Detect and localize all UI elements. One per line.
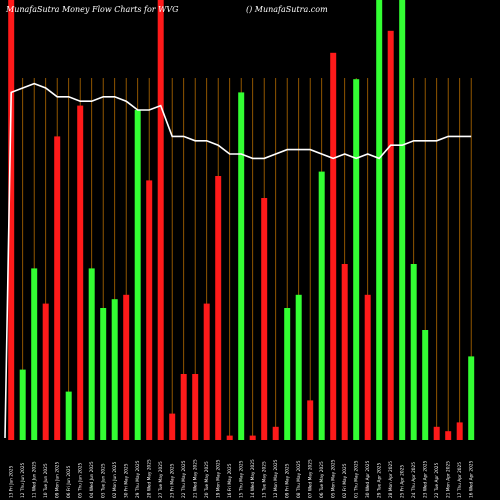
money-flow-bars bbox=[8, 0, 475, 441]
bar-2 bbox=[19, 369, 26, 440]
x-tick-label: 23 Wed Apr 2025 bbox=[423, 460, 429, 498]
x-tick-label: 28 Wed May 2025 bbox=[147, 459, 153, 498]
bar-29 bbox=[330, 52, 337, 441]
bar-28 bbox=[318, 171, 325, 440]
bar-21 bbox=[238, 92, 245, 441]
x-tick-label: 13 Fri Jun 2025 bbox=[9, 465, 15, 498]
x-tick-label: 12 Mon May 2025 bbox=[273, 459, 279, 498]
x-tick-label: 25 Fri Apr 2025 bbox=[400, 465, 406, 498]
bar-26 bbox=[295, 294, 302, 440]
x-tick-label: 23 Fri May 2025 bbox=[170, 463, 176, 498]
bar-37 bbox=[422, 330, 429, 440]
x-tick-label: 02 Mon Jun 2025 bbox=[112, 461, 118, 498]
x-tick-label: 08 Thu May 2025 bbox=[296, 460, 302, 498]
bar-18 bbox=[203, 303, 210, 440]
bar-34 bbox=[387, 30, 394, 441]
x-tick-label: 15 Thu May 2025 bbox=[239, 460, 245, 498]
x-tick-label: 10 Tue Jun 2025 bbox=[43, 463, 49, 498]
bar-41 bbox=[468, 356, 475, 440]
bar-10 bbox=[111, 299, 118, 440]
bar-19 bbox=[215, 176, 222, 440]
x-tick-label: 22 Tue Apr 2025 bbox=[434, 462, 440, 498]
x-tick-label: 21 Mon Apr 2025 bbox=[446, 461, 452, 498]
x-tick-label: 28 Mon Apr 2025 bbox=[388, 461, 394, 498]
x-tick-label: 06 Fri Jun 2025 bbox=[66, 465, 72, 498]
bar-39 bbox=[445, 431, 452, 440]
x-tick-label: 27 Tue May 2025 bbox=[158, 461, 164, 498]
x-tick-label: 09 Mon Jun 2025 bbox=[55, 461, 61, 498]
bar-32 bbox=[364, 294, 371, 440]
bar-40 bbox=[456, 422, 463, 440]
bar-17 bbox=[192, 374, 199, 440]
x-tick-label: 03 Tue Jun 2025 bbox=[101, 463, 107, 498]
x-tick-label: 24 Thu Apr 2025 bbox=[411, 462, 417, 498]
bar-31 bbox=[353, 79, 360, 440]
bar-24 bbox=[272, 426, 279, 440]
bar-16 bbox=[180, 374, 187, 440]
bar-4 bbox=[42, 303, 49, 440]
bar-7 bbox=[77, 105, 84, 440]
x-tick-label: 29 Thu May 2025 bbox=[135, 460, 141, 498]
bar-35 bbox=[399, 0, 406, 440]
bar-5 bbox=[54, 136, 61, 440]
bar-38 bbox=[433, 426, 440, 440]
bar-33 bbox=[376, 0, 383, 440]
x-tick-label: 14 Wed May 2025 bbox=[250, 459, 256, 498]
bar-25 bbox=[284, 308, 291, 440]
bar-9 bbox=[100, 308, 107, 440]
x-tick-label: 30 Wed Apr 2025 bbox=[365, 460, 371, 498]
x-tick-labels: 13 Fri Jun 2025 12 Thu Jun 2025 11 Wed Jun… bbox=[9, 459, 475, 498]
x-tick-label: 30 Fri May 2025 bbox=[124, 463, 130, 498]
bar-30 bbox=[341, 264, 348, 440]
bar-11 bbox=[123, 294, 130, 440]
x-tick-label: 21 Wed May 2025 bbox=[193, 459, 199, 498]
x-tick-label: 02 Fri May 2025 bbox=[342, 463, 348, 498]
x-tick-label: 17 Thu Apr 2025 bbox=[457, 462, 463, 498]
chart-header-right: () MunafaSutra.com bbox=[246, 5, 328, 14]
bar-20 bbox=[226, 435, 233, 440]
x-tick-label: 19 Mon May 2025 bbox=[216, 459, 222, 498]
x-tick-label: 22 Thu May 2025 bbox=[181, 460, 187, 498]
x-tick-label: 04 Wed Jun 2025 bbox=[89, 461, 95, 498]
x-tick-label: 09 Fri May 2025 bbox=[285, 463, 291, 498]
bar-1 bbox=[8, 0, 15, 440]
bar-12 bbox=[134, 110, 141, 440]
bar-23 bbox=[261, 198, 268, 440]
bar-6 bbox=[65, 391, 72, 440]
x-tick-label: 11 Wed Jun 2025 bbox=[32, 461, 38, 498]
x-tick-label: 07 Wed May 2025 bbox=[308, 459, 314, 498]
bar-22 bbox=[249, 435, 256, 440]
x-tick-label: 16 Fri May 2025 bbox=[227, 463, 233, 498]
bar-8 bbox=[88, 268, 95, 440]
x-tick-label: 13 Tue May 2025 bbox=[262, 461, 268, 498]
x-tick-label: 20 Tue May 2025 bbox=[204, 461, 210, 498]
bar-15 bbox=[169, 413, 176, 440]
x-tick-label: 16 Wed Apr 2025 bbox=[469, 460, 475, 498]
chart-header-left: MunafaSutra Money Flow Charts for WVG bbox=[5, 5, 179, 14]
x-tick-label: 29 Tue Apr 2025 bbox=[377, 462, 383, 498]
x-tick-label: 05 Thu Jun 2025 bbox=[78, 462, 84, 498]
bar-36 bbox=[410, 264, 417, 440]
bar-27 bbox=[307, 400, 314, 440]
bar-13 bbox=[146, 180, 153, 440]
x-tick-label: 12 Thu Jun 2025 bbox=[20, 462, 26, 498]
x-tick-label: 01 Thu May 2025 bbox=[354, 460, 360, 498]
bar-3 bbox=[31, 268, 38, 440]
x-tick-label: 06 Tue May 2025 bbox=[319, 461, 325, 498]
bar-14 bbox=[157, 0, 164, 440]
x-tick-label: 05 Mon May 2025 bbox=[331, 459, 337, 498]
trend-line bbox=[4, 82, 472, 439]
